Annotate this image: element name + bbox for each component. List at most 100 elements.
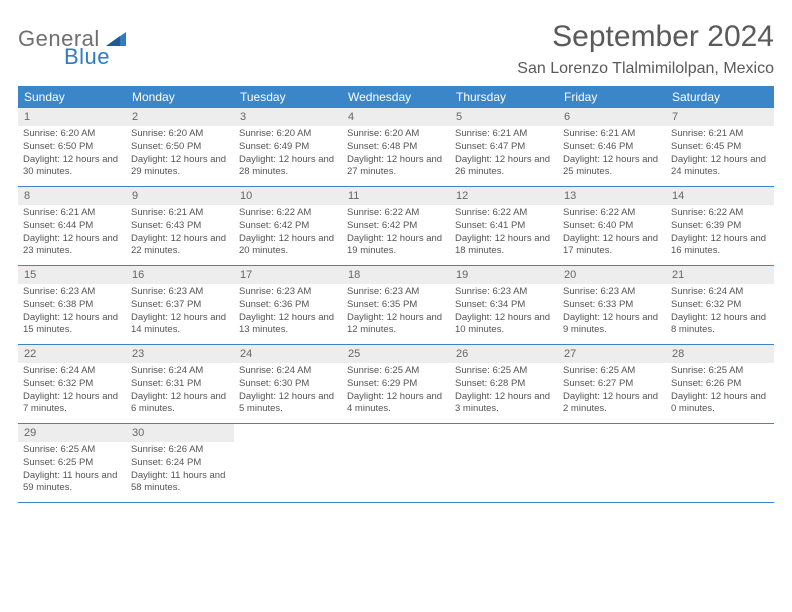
day-body: Sunrise: 6:21 AMSunset: 6:47 PMDaylight:… (450, 126, 558, 183)
sunset: Sunset: 6:31 PM (131, 378, 229, 391)
day-number: 25 (342, 345, 450, 363)
sunrise: Sunrise: 6:23 AM (347, 286, 445, 299)
daylight: Daylight: 12 hours and 12 minutes. (347, 312, 445, 338)
day-cell: 5Sunrise: 6:21 AMSunset: 6:47 PMDaylight… (450, 108, 558, 186)
sunset: Sunset: 6:32 PM (23, 378, 121, 391)
daylight: Daylight: 12 hours and 20 minutes. (239, 233, 337, 259)
sunrise: Sunrise: 6:20 AM (239, 128, 337, 141)
sunset: Sunset: 6:36 PM (239, 299, 337, 312)
sunrise: Sunrise: 6:20 AM (347, 128, 445, 141)
sunset: Sunset: 6:49 PM (239, 141, 337, 154)
daylight: Daylight: 12 hours and 24 minutes. (671, 154, 769, 180)
day-cell: .. (558, 424, 666, 502)
sunrise: Sunrise: 6:23 AM (239, 286, 337, 299)
sunset: Sunset: 6:47 PM (455, 141, 553, 154)
logo-text-block: General Blue (18, 28, 126, 68)
sunrise: Sunrise: 6:23 AM (455, 286, 553, 299)
day-body: Sunrise: 6:26 AMSunset: 6:24 PMDaylight:… (126, 442, 234, 499)
day-number: 14 (666, 187, 774, 205)
daylight: Daylight: 12 hours and 28 minutes. (239, 154, 337, 180)
sunrise: Sunrise: 6:24 AM (239, 365, 337, 378)
sunrise: Sunrise: 6:25 AM (347, 365, 445, 378)
day-body: Sunrise: 6:20 AMSunset: 6:49 PMDaylight:… (234, 126, 342, 183)
sunset: Sunset: 6:35 PM (347, 299, 445, 312)
daylight: Daylight: 12 hours and 16 minutes. (671, 233, 769, 259)
daylight: Daylight: 12 hours and 17 minutes. (563, 233, 661, 259)
day-cell: .. (666, 424, 774, 502)
day-body: Sunrise: 6:25 AMSunset: 6:28 PMDaylight:… (450, 363, 558, 420)
daylight: Daylight: 12 hours and 10 minutes. (455, 312, 553, 338)
day-body: Sunrise: 6:24 AMSunset: 6:32 PMDaylight:… (666, 284, 774, 341)
day-cell: 19Sunrise: 6:23 AMSunset: 6:34 PMDayligh… (450, 266, 558, 344)
daylight: Daylight: 12 hours and 18 minutes. (455, 233, 553, 259)
day-number: 30 (126, 424, 234, 442)
month-title: September 2024 (517, 20, 774, 54)
sunrise: Sunrise: 6:25 AM (671, 365, 769, 378)
day-cell: 9Sunrise: 6:21 AMSunset: 6:43 PMDaylight… (126, 187, 234, 265)
sunset: Sunset: 6:42 PM (239, 220, 337, 233)
day-number: 27 (558, 345, 666, 363)
day-body: Sunrise: 6:23 AMSunset: 6:37 PMDaylight:… (126, 284, 234, 341)
day-cell: 28Sunrise: 6:25 AMSunset: 6:26 PMDayligh… (666, 345, 774, 423)
sunrise: Sunrise: 6:24 AM (671, 286, 769, 299)
day-body: Sunrise: 6:24 AMSunset: 6:31 PMDaylight:… (126, 363, 234, 420)
day-body: Sunrise: 6:23 AMSunset: 6:34 PMDaylight:… (450, 284, 558, 341)
day-body: Sunrise: 6:25 AMSunset: 6:29 PMDaylight:… (342, 363, 450, 420)
sunset: Sunset: 6:48 PM (347, 141, 445, 154)
day-number: 7 (666, 108, 774, 126)
day-cell: 7Sunrise: 6:21 AMSunset: 6:45 PMDaylight… (666, 108, 774, 186)
sunset: Sunset: 6:44 PM (23, 220, 121, 233)
day-body: Sunrise: 6:23 AMSunset: 6:33 PMDaylight:… (558, 284, 666, 341)
day-number: 17 (234, 266, 342, 284)
daylight: Daylight: 12 hours and 14 minutes. (131, 312, 229, 338)
week-row: 29Sunrise: 6:25 AMSunset: 6:25 PMDayligh… (18, 424, 774, 503)
sunset: Sunset: 6:30 PM (239, 378, 337, 391)
sunset: Sunset: 6:42 PM (347, 220, 445, 233)
sunrise: Sunrise: 6:22 AM (455, 207, 553, 220)
day-cell: 6Sunrise: 6:21 AMSunset: 6:46 PMDaylight… (558, 108, 666, 186)
sunset: Sunset: 6:46 PM (563, 141, 661, 154)
header-cell: Wednesday (342, 86, 450, 108)
day-number: 9 (126, 187, 234, 205)
day-body: Sunrise: 6:23 AMSunset: 6:35 PMDaylight:… (342, 284, 450, 341)
day-number: 2 (126, 108, 234, 126)
sunset: Sunset: 6:24 PM (131, 457, 229, 470)
day-body: Sunrise: 6:23 AMSunset: 6:36 PMDaylight:… (234, 284, 342, 341)
header-cell: Monday (126, 86, 234, 108)
day-cell: 22Sunrise: 6:24 AMSunset: 6:32 PMDayligh… (18, 345, 126, 423)
heading: September 2024 San Lorenzo Tlalmimilolpa… (517, 20, 774, 78)
day-number: 29 (18, 424, 126, 442)
sunrise: Sunrise: 6:26 AM (131, 444, 229, 457)
day-cell: 18Sunrise: 6:23 AMSunset: 6:35 PMDayligh… (342, 266, 450, 344)
day-number: 10 (234, 187, 342, 205)
daylight: Daylight: 12 hours and 8 minutes. (671, 312, 769, 338)
day-cell: 16Sunrise: 6:23 AMSunset: 6:37 PMDayligh… (126, 266, 234, 344)
day-cell: .. (234, 424, 342, 502)
day-body: Sunrise: 6:21 AMSunset: 6:44 PMDaylight:… (18, 205, 126, 262)
day-number: 15 (18, 266, 126, 284)
day-cell: .. (450, 424, 558, 502)
day-body: Sunrise: 6:21 AMSunset: 6:43 PMDaylight:… (126, 205, 234, 262)
day-cell: 27Sunrise: 6:25 AMSunset: 6:27 PMDayligh… (558, 345, 666, 423)
sunset: Sunset: 6:43 PM (131, 220, 229, 233)
day-number: 11 (342, 187, 450, 205)
sunset: Sunset: 6:50 PM (23, 141, 121, 154)
day-number: 18 (342, 266, 450, 284)
day-number: 3 (234, 108, 342, 126)
sunrise: Sunrise: 6:23 AM (563, 286, 661, 299)
daylight: Daylight: 12 hours and 6 minutes. (131, 391, 229, 417)
day-cell: 24Sunrise: 6:24 AMSunset: 6:30 PMDayligh… (234, 345, 342, 423)
sunrise: Sunrise: 6:25 AM (563, 365, 661, 378)
sunrise: Sunrise: 6:25 AM (23, 444, 121, 457)
day-cell: 10Sunrise: 6:22 AMSunset: 6:42 PMDayligh… (234, 187, 342, 265)
day-number: 26 (450, 345, 558, 363)
day-cell: 11Sunrise: 6:22 AMSunset: 6:42 PMDayligh… (342, 187, 450, 265)
sunset: Sunset: 6:45 PM (671, 141, 769, 154)
daylight: Daylight: 12 hours and 30 minutes. (23, 154, 121, 180)
sunrise: Sunrise: 6:23 AM (131, 286, 229, 299)
day-body: Sunrise: 6:24 AMSunset: 6:30 PMDaylight:… (234, 363, 342, 420)
day-cell: 20Sunrise: 6:23 AMSunset: 6:33 PMDayligh… (558, 266, 666, 344)
sunrise: Sunrise: 6:24 AM (131, 365, 229, 378)
sunset: Sunset: 6:26 PM (671, 378, 769, 391)
sunset: Sunset: 6:33 PM (563, 299, 661, 312)
